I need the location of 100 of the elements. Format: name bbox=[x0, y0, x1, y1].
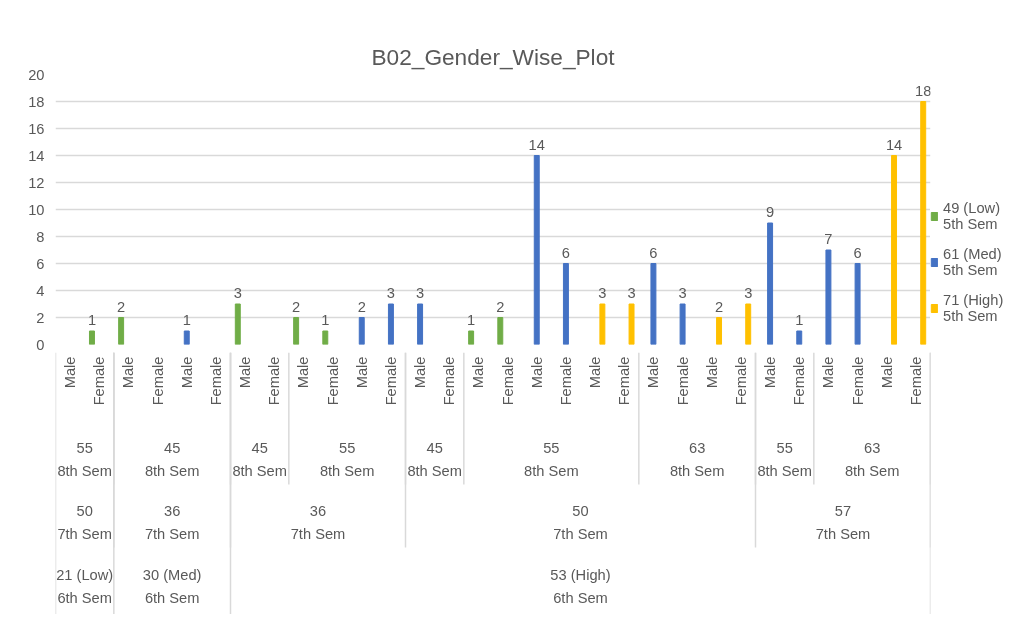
text: 45 8th Sem bbox=[407, 439, 462, 479]
data-label: 1 bbox=[467, 312, 476, 328]
x-tick-label: Female bbox=[91, 356, 108, 406]
bar bbox=[628, 303, 635, 345]
bar bbox=[854, 263, 861, 345]
bar bbox=[322, 330, 329, 345]
legend-label: 49 (Low) 5th Sem bbox=[943, 200, 1001, 232]
data-label: 2 bbox=[496, 298, 505, 315]
data-label: 3 bbox=[627, 285, 636, 301]
x-tick-label: Male bbox=[62, 356, 79, 389]
text: 36 7th Sem bbox=[290, 502, 346, 542]
y-tick-label: 2 bbox=[36, 309, 45, 326]
bar bbox=[599, 303, 606, 345]
data-label: 14 bbox=[885, 136, 903, 153]
data-label: 7 bbox=[824, 231, 833, 247]
legend-label: 71 (High) 5th Sem bbox=[943, 292, 1004, 324]
text: 57 7th Sem bbox=[815, 502, 871, 542]
legend-label: 61 (Med) 5th Sem bbox=[943, 246, 1002, 278]
x-tick-label: Female bbox=[324, 356, 341, 406]
x-tick-label: Female bbox=[557, 356, 574, 406]
x-tick-label: Female bbox=[732, 356, 749, 406]
x-tick-label: Male bbox=[528, 356, 545, 389]
y-tick-label: 0 bbox=[36, 336, 45, 353]
bar bbox=[891, 155, 898, 345]
data-label: 18 bbox=[915, 82, 932, 99]
bar bbox=[468, 330, 475, 345]
data-label: 3 bbox=[386, 285, 395, 301]
bar bbox=[533, 155, 540, 345]
bar bbox=[920, 101, 927, 345]
data-label: 6 bbox=[649, 244, 658, 261]
x-tick-label: Female bbox=[266, 356, 283, 406]
data-label: 3 bbox=[598, 285, 607, 301]
x-tick-label: Male bbox=[178, 356, 195, 389]
bar bbox=[745, 303, 752, 345]
text: 30 (Med) 6th Sem bbox=[142, 566, 202, 606]
x-tick-label: Male bbox=[237, 356, 254, 389]
bar bbox=[183, 330, 190, 345]
x-tick-label: Female bbox=[149, 356, 166, 406]
data-label: 3 bbox=[744, 285, 753, 301]
bar bbox=[716, 317, 723, 345]
text: 45 8th Sem bbox=[144, 439, 200, 479]
x-tick-label: Female bbox=[674, 356, 691, 406]
bar bbox=[234, 303, 241, 345]
data-label: 9 bbox=[766, 204, 775, 220]
y-tick-label: 16 bbox=[28, 120, 45, 137]
x-tick-label: Female bbox=[382, 356, 399, 406]
data-label: 2 bbox=[714, 298, 724, 315]
bar bbox=[767, 222, 774, 345]
data-label: 3 bbox=[416, 285, 425, 301]
data-label: 2 bbox=[117, 298, 126, 315]
bar bbox=[825, 249, 832, 345]
x-tick-label: Male bbox=[645, 356, 662, 389]
y-tick-label: 14 bbox=[28, 147, 45, 164]
data-label: 1 bbox=[87, 312, 97, 328]
data-label: 1 bbox=[182, 312, 191, 328]
x-tick-label: Female bbox=[907, 356, 924, 406]
text: 50 7th Sem bbox=[553, 502, 608, 542]
x-tick-label: Female bbox=[207, 356, 224, 406]
y-tick-label: 8 bbox=[36, 228, 45, 245]
bar bbox=[497, 317, 504, 345]
chart-title: B02_Gender_Wise_Plot bbox=[371, 43, 616, 70]
bar bbox=[650, 263, 657, 345]
data-label: 14 bbox=[528, 136, 545, 153]
data-label: 3 bbox=[233, 285, 242, 301]
x-tick-label: Male bbox=[295, 356, 312, 389]
text: 55 8th Sem bbox=[757, 439, 812, 479]
y-tick-label: 20 bbox=[28, 66, 45, 83]
x-tick-label: Male bbox=[353, 356, 370, 389]
y-tick-label: 18 bbox=[28, 93, 45, 110]
x-tick-label: Male bbox=[762, 356, 779, 389]
y-tick-label: 4 bbox=[36, 282, 45, 299]
text: 53 (High) 6th Sem bbox=[550, 566, 611, 606]
x-tick-label: Female bbox=[616, 356, 633, 406]
text: 36 7th Sem bbox=[144, 502, 200, 542]
data-label: 2 bbox=[357, 298, 366, 315]
x-tick-label: Male bbox=[820, 356, 837, 389]
text: 21 (Low) 6th Sem bbox=[56, 566, 114, 606]
data-label: 1 bbox=[795, 312, 804, 328]
bar bbox=[679, 303, 686, 345]
y-tick-label: 6 bbox=[36, 255, 45, 272]
x-tick-label: Female bbox=[849, 356, 866, 406]
data-label: 6 bbox=[853, 244, 862, 261]
bar bbox=[796, 330, 803, 345]
x-tick-label: Female bbox=[499, 356, 516, 406]
bar bbox=[417, 303, 424, 345]
text: 63 8th Sem bbox=[669, 439, 725, 479]
bar bbox=[88, 330, 95, 345]
y-tick-label: 12 bbox=[28, 174, 45, 191]
bar bbox=[387, 303, 394, 345]
bar bbox=[562, 263, 569, 345]
bar bbox=[358, 317, 365, 345]
x-tick-label: Male bbox=[120, 356, 137, 389]
x-tick-label: Male bbox=[878, 356, 895, 389]
text: 50 7th Sem bbox=[57, 502, 112, 542]
data-label: 3 bbox=[678, 285, 687, 301]
bar bbox=[293, 317, 300, 345]
x-tick-label: Female bbox=[791, 356, 808, 406]
text: 55 8th Sem bbox=[524, 439, 579, 479]
x-tick-label: Male bbox=[470, 356, 487, 389]
x-tick-label: Male bbox=[703, 356, 720, 389]
